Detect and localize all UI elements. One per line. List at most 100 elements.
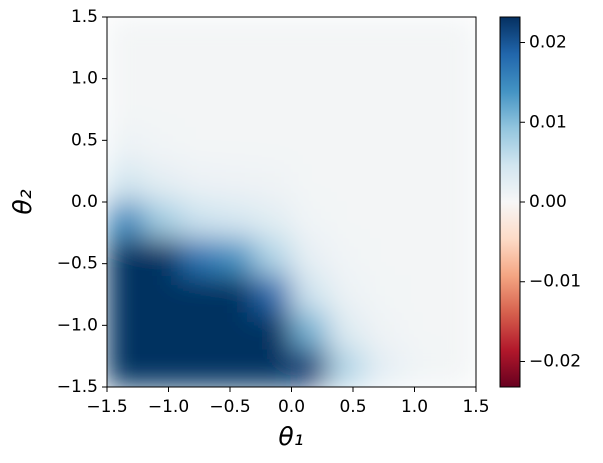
heat-cell xyxy=(254,238,292,277)
heat-cell xyxy=(254,201,292,240)
heat-cell xyxy=(254,17,292,55)
heat-cell xyxy=(180,238,219,277)
colorbar-tick-label: 0.02 xyxy=(529,33,567,53)
heat-cell xyxy=(438,275,476,314)
heat-cell xyxy=(107,164,145,203)
heat-cell xyxy=(217,238,256,277)
heat-cell xyxy=(143,275,182,314)
x-tick-label: 1.0 xyxy=(401,397,428,417)
heat-cell xyxy=(217,17,256,55)
heat-cell xyxy=(438,312,476,351)
heat-cell xyxy=(327,164,366,203)
heat-cell xyxy=(291,201,329,240)
heat-cell xyxy=(143,53,182,92)
heat-cell xyxy=(107,90,145,129)
heat-cell xyxy=(401,164,440,203)
y-tick-label: −1.0 xyxy=(57,315,98,335)
heat-cell xyxy=(291,53,329,92)
heat-cell xyxy=(401,312,440,351)
y-tick-label: 1.0 xyxy=(71,69,98,89)
heat-cell xyxy=(364,53,403,92)
heat-cell xyxy=(327,53,366,92)
x-tick-label: 0.0 xyxy=(278,397,305,417)
heat-cell xyxy=(438,90,476,129)
heat-cell xyxy=(327,90,366,129)
heat-cell xyxy=(107,17,145,55)
heat-cell xyxy=(438,349,476,387)
heat-cell xyxy=(107,127,145,166)
heat-cell xyxy=(217,127,256,166)
heat-cell xyxy=(364,312,403,351)
heat-cell xyxy=(291,164,329,203)
heat-cell xyxy=(254,275,292,314)
y-tick-label: 0.5 xyxy=(71,130,98,150)
heat-cell xyxy=(291,17,329,55)
heat-cell xyxy=(254,90,292,129)
heat-cell xyxy=(327,312,366,351)
heat-cell xyxy=(180,201,219,240)
y-tick-label: −0.5 xyxy=(57,254,98,274)
heat-cell xyxy=(291,238,329,277)
heat-cell xyxy=(364,275,403,314)
heat-cell xyxy=(364,17,403,55)
heat-cell xyxy=(254,164,292,203)
heat-cell xyxy=(180,164,219,203)
y-tick-label: 0.0 xyxy=(71,192,98,212)
heat-cell xyxy=(107,238,145,277)
y-tick-label: −1.5 xyxy=(57,377,98,397)
heat-cell xyxy=(401,53,440,92)
heat-cell xyxy=(327,349,366,387)
heat-cell xyxy=(327,127,366,166)
x-tick-label: 1.5 xyxy=(462,397,489,417)
heat-cell xyxy=(254,349,292,387)
heat-cell xyxy=(143,201,182,240)
heat-cell xyxy=(107,275,145,314)
heat-cell xyxy=(180,90,219,129)
heat-cell xyxy=(291,349,329,387)
heat-cell xyxy=(438,238,476,277)
heat-cell xyxy=(180,53,219,92)
y-tick-label: 1.5 xyxy=(71,7,98,27)
heat-cell xyxy=(327,17,366,55)
colorbar xyxy=(499,16,521,388)
heat-cell xyxy=(107,53,145,92)
heat-cell xyxy=(217,53,256,92)
x-tick-label: −0.5 xyxy=(209,397,250,417)
heat-cell xyxy=(401,275,440,314)
heat-cell xyxy=(143,90,182,129)
heat-cell xyxy=(143,164,182,203)
heat-cell xyxy=(364,127,403,166)
heat-cell xyxy=(291,90,329,129)
x-tick-label: 0.5 xyxy=(339,397,366,417)
heat-cell xyxy=(254,53,292,92)
y-axis-label: θ₂ xyxy=(8,189,37,214)
heat-cell xyxy=(217,164,256,203)
heat-cell xyxy=(180,275,219,314)
heat-cell xyxy=(401,127,440,166)
heat-cell xyxy=(180,127,219,166)
heat-cell xyxy=(107,201,145,240)
heat-cell xyxy=(254,127,292,166)
heat-cell xyxy=(291,275,329,314)
heat-cell xyxy=(438,164,476,203)
heat-cell xyxy=(438,53,476,92)
heat-cell xyxy=(217,275,256,314)
heat-cell xyxy=(401,349,440,387)
heat-cell xyxy=(143,312,182,351)
colorbar-tick-label: 0.01 xyxy=(529,112,567,132)
heat-cell xyxy=(217,90,256,129)
heat-cell xyxy=(327,201,366,240)
heat-cell xyxy=(143,349,182,387)
heat-cell xyxy=(364,201,403,240)
heat-cell xyxy=(180,17,219,55)
heat-cell xyxy=(364,349,403,387)
heat-cell xyxy=(438,201,476,240)
colorbar-tick-label: −0.02 xyxy=(529,351,581,371)
heat-cell xyxy=(254,312,292,351)
heat-cell xyxy=(401,17,440,55)
colorbar-tick-label: 0.00 xyxy=(529,192,567,212)
colorbar-tick-label: −0.01 xyxy=(529,272,581,292)
heat-cell xyxy=(107,349,145,387)
heat-cell xyxy=(401,201,440,240)
